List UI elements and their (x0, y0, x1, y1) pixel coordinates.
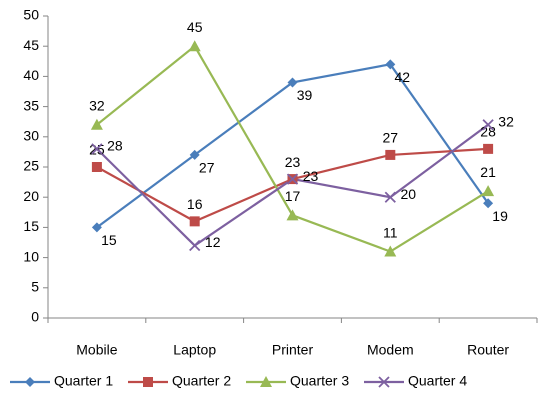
marker (482, 119, 494, 131)
data-label: 27 (199, 160, 215, 176)
data-label: 23 (285, 154, 301, 170)
marker (260, 376, 272, 387)
y-tick-label: 25 (23, 158, 39, 174)
data-label: 39 (297, 87, 313, 103)
legend-label: Quarter 4 (408, 373, 467, 389)
marker (91, 143, 103, 155)
data-label: 12 (205, 234, 221, 250)
data-label: 16 (187, 196, 203, 212)
marker (90, 118, 103, 130)
data-label: 17 (285, 188, 301, 204)
marker (483, 143, 494, 154)
marker (385, 59, 396, 70)
marker (286, 173, 299, 185)
marker (91, 162, 102, 172)
x-tick-label: Mobile (76, 342, 117, 358)
marker (91, 222, 102, 233)
marker (189, 149, 200, 160)
data-label: 28 (107, 138, 123, 154)
marker (286, 209, 299, 221)
y-tick-label: 10 (23, 248, 39, 264)
x-tick-label: Router (467, 342, 509, 358)
marker (143, 377, 153, 387)
data-label: 32 (498, 113, 514, 129)
data-label: 27 (383, 130, 399, 146)
data-label: 32 (89, 97, 105, 113)
marker (25, 377, 35, 387)
legend-label: Quarter 3 (290, 373, 349, 389)
marker (385, 149, 396, 160)
marker (384, 245, 397, 257)
y-tick-label: 45 (23, 37, 39, 53)
marker (483, 198, 494, 209)
data-label: 20 (401, 186, 417, 202)
y-tick-label: 40 (23, 67, 39, 83)
y-tick-label: 20 (23, 188, 39, 204)
marker (189, 216, 200, 227)
data-label: 19 (492, 208, 508, 224)
marker (482, 185, 495, 197)
y-tick-label: 0 (31, 309, 39, 325)
marker (189, 239, 201, 252)
x-tick-label: Laptop (173, 342, 216, 358)
data-label: 11 (383, 224, 398, 240)
marker (378, 376, 390, 388)
data-label: 45 (187, 19, 203, 35)
y-tick-label: 35 (23, 97, 39, 113)
marker (188, 40, 201, 52)
marker (287, 77, 298, 88)
y-tick-label: 30 (23, 128, 39, 144)
y-tick-label: 5 (31, 279, 39, 295)
marker (384, 191, 396, 203)
legend-label: Quarter 2 (172, 373, 231, 389)
y-tick-label: 50 (23, 7, 39, 23)
y-tick-label: 15 (23, 218, 39, 234)
legend-label: Quarter 1 (54, 373, 113, 389)
data-label: 21 (480, 164, 496, 180)
data-label: 23 (303, 168, 319, 184)
x-tick-label: Modem (367, 342, 414, 358)
x-tick-label: Printer (272, 342, 314, 358)
data-label: 42 (395, 69, 411, 85)
data-label: 15 (101, 232, 117, 248)
